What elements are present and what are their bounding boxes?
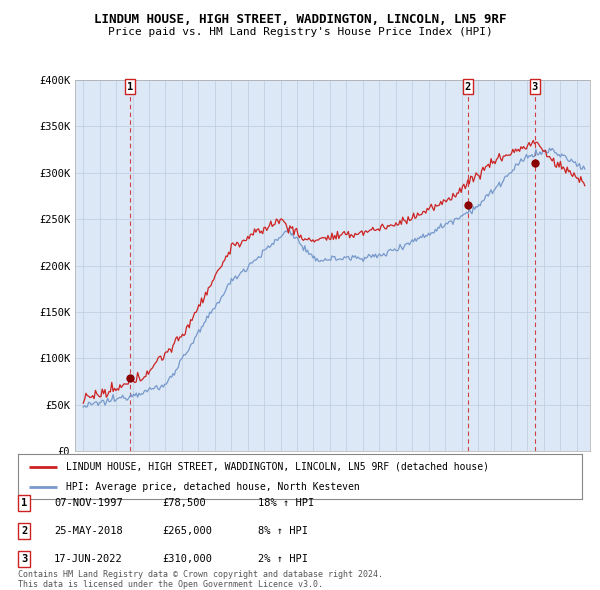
Text: £265,000: £265,000 xyxy=(162,526,212,536)
Text: 2: 2 xyxy=(21,526,27,536)
Text: 18% ↑ HPI: 18% ↑ HPI xyxy=(258,498,314,507)
Text: 3: 3 xyxy=(532,81,538,91)
Text: 07-NOV-1997: 07-NOV-1997 xyxy=(54,498,123,507)
Text: LINDUM HOUSE, HIGH STREET, WADDINGTON, LINCOLN, LN5 9RF (detached house): LINDUM HOUSE, HIGH STREET, WADDINGTON, L… xyxy=(66,462,489,471)
Text: £310,000: £310,000 xyxy=(162,555,212,564)
Text: £78,500: £78,500 xyxy=(162,498,206,507)
Text: 2% ↑ HPI: 2% ↑ HPI xyxy=(258,555,308,564)
Text: Price paid vs. HM Land Registry's House Price Index (HPI): Price paid vs. HM Land Registry's House … xyxy=(107,27,493,37)
Text: 17-JUN-2022: 17-JUN-2022 xyxy=(54,555,123,564)
Text: 1: 1 xyxy=(127,81,133,91)
Text: 1: 1 xyxy=(21,498,27,507)
Text: 2: 2 xyxy=(464,81,471,91)
Text: 25-MAY-2018: 25-MAY-2018 xyxy=(54,526,123,536)
Text: LINDUM HOUSE, HIGH STREET, WADDINGTON, LINCOLN, LN5 9RF: LINDUM HOUSE, HIGH STREET, WADDINGTON, L… xyxy=(94,13,506,26)
Text: 3: 3 xyxy=(21,555,27,564)
Text: 8% ↑ HPI: 8% ↑ HPI xyxy=(258,526,308,536)
Text: Contains HM Land Registry data © Crown copyright and database right 2024.
This d: Contains HM Land Registry data © Crown c… xyxy=(18,570,383,589)
Text: HPI: Average price, detached house, North Kesteven: HPI: Average price, detached house, Nort… xyxy=(66,483,359,493)
